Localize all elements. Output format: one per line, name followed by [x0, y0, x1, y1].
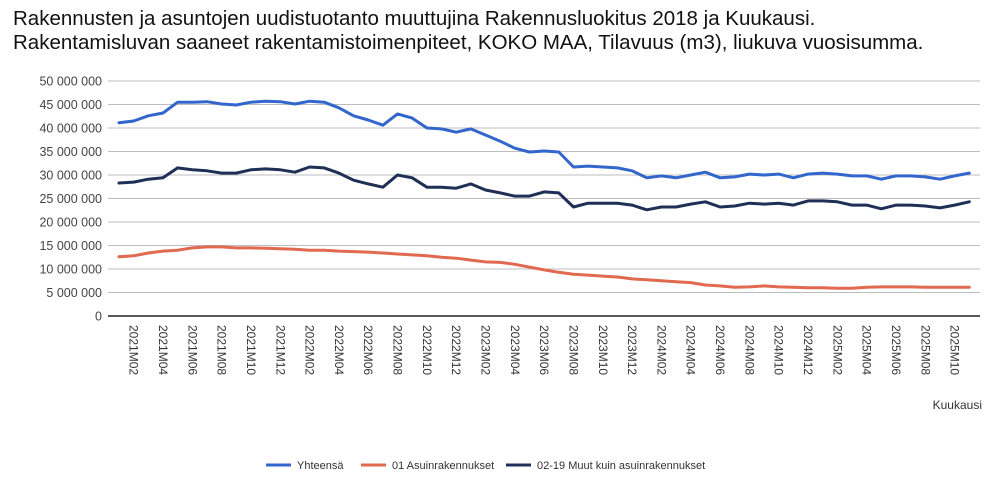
x-tick-label: 2025M04	[860, 325, 874, 375]
legend: Yhteensä 01 Asuinrakennukset 02-19 Muut ku…	[266, 460, 705, 472]
y-tick-label: 50 000 000	[39, 75, 102, 89]
y-axis-tick-labels: 0 5 000 000 10 000 000 15 000 000 20 000 000…	[39, 75, 102, 324]
x-axis-tick-labels: 2021M02 2021M04 2021M06 2021M08 2021M10 2021M…	[127, 325, 962, 375]
x-tick-label: 2022M02	[303, 325, 317, 375]
x-axis-title: Kuukausi	[933, 398, 982, 412]
x-tick-label: 2021M04	[156, 325, 170, 375]
x-tick-label: 2024M08	[742, 325, 756, 375]
x-tick-label: 2021M02	[127, 325, 141, 375]
x-tick-label: 2025M08	[918, 325, 932, 375]
x-tick-label: 2024M06	[713, 325, 727, 375]
y-tick-label: 20 000 000	[39, 216, 102, 230]
gridlines	[108, 80, 980, 293]
legend-label-1: 01 Asuinrakennukset	[392, 460, 494, 472]
x-tick-label: 2021M10	[244, 325, 258, 375]
x-tick-label: 2022M06	[361, 325, 375, 375]
y-tick-label: 15 000 000	[39, 239, 102, 253]
chart-title: Rakennusten ja asuntojen uudistuotanto m…	[13, 7, 924, 54]
x-tick-label: 2022M04	[332, 325, 346, 375]
y-tick-label: 30 000 000	[39, 169, 102, 183]
x-tick-label: 2021M06	[185, 325, 199, 375]
series-lines	[117, 99, 971, 290]
legend-label-2: 02-19 Muut kuin asuinrakennukset	[537, 460, 705, 472]
y-tick-label: 35 000 000	[39, 145, 102, 159]
x-tick-label: 2024M04	[684, 325, 698, 375]
y-tick-label: 40 000 000	[39, 122, 102, 136]
y-tick-label: 5 000 000	[46, 286, 102, 300]
x-tick-label: 2024M02	[654, 325, 668, 375]
x-tick-label: 2023M10	[596, 325, 610, 375]
y-tick-label: 45 000 000	[39, 98, 102, 112]
x-tick-label: 2023M06	[537, 325, 551, 375]
x-tick-label: 2025M02	[830, 325, 844, 375]
x-tick-label: 2022M12	[449, 325, 463, 375]
x-tick-label: 2025M06	[889, 325, 903, 375]
x-tick-label: 2025M10	[948, 325, 962, 375]
x-tick-label: 2023M02	[479, 325, 493, 375]
x-tick-label: 2024M10	[772, 325, 786, 375]
y-tick-label: 0	[95, 310, 102, 324]
x-tick-label: 2023M04	[508, 325, 522, 375]
series-line-1	[117, 245, 971, 290]
y-tick-label: 10 000 000	[39, 263, 102, 277]
x-tick-label: 2021M12	[273, 325, 287, 375]
series-line-0	[117, 99, 971, 181]
legend-label-0: Yhteensä	[297, 460, 344, 472]
x-tick-label: 2023M12	[625, 325, 639, 375]
x-tick-label: 2022M08	[391, 325, 405, 375]
x-tick-label: 2022M10	[420, 325, 434, 375]
x-tick-label: 2023M08	[566, 325, 580, 375]
series-line-2	[117, 165, 971, 212]
x-tick-label: 2024M12	[801, 325, 815, 375]
x-tick-label: 2021M08	[215, 325, 229, 375]
y-tick-label: 25 000 000	[39, 192, 102, 206]
